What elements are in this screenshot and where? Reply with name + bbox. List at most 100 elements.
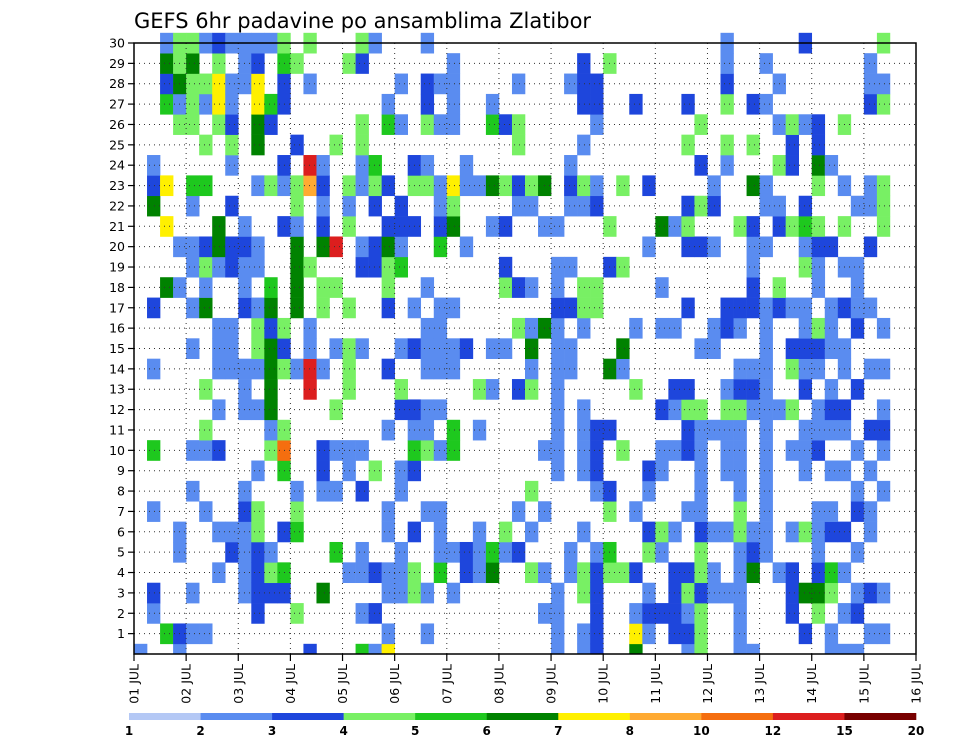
- heatmap-cell: [199, 623, 213, 645]
- heatmap-cell: [590, 175, 604, 197]
- heatmap-cell: [225, 256, 239, 278]
- heatmap-cell: [511, 541, 526, 563]
- heatmap-cell: [720, 460, 734, 482]
- heatmap-cell: [720, 521, 734, 543]
- heatmap-cell: [746, 93, 760, 115]
- heatmap-cell: [759, 521, 773, 543]
- heatmap-cell: [733, 603, 747, 624]
- heatmap-cell: [590, 195, 604, 217]
- heatmap-cell: [850, 582, 865, 604]
- heatmap-cell: [863, 460, 878, 482]
- heatmap-cell: [525, 338, 539, 359]
- heatmap-cell: [746, 256, 760, 278]
- heatmap-cell: [876, 480, 891, 502]
- heatmap-cell: [420, 501, 435, 522]
- heatmap-cell: [381, 297, 395, 319]
- heatmap-cell: [394, 379, 408, 400]
- heatmap-cell: [824, 643, 839, 655]
- heatmap-cell: [212, 358, 226, 380]
- heatmap-cell: [199, 236, 213, 258]
- heatmap-cell: [681, 134, 695, 156]
- y-axis: 1234567891011121314151617181920212223242…: [109, 36, 134, 641]
- heatmap-cell: [577, 643, 591, 655]
- heatmap-cell: [511, 114, 526, 135]
- x-tick-label: 11 JUL: [648, 664, 663, 704]
- heatmap-cell: [251, 256, 265, 278]
- heatmap-cell: [264, 297, 278, 319]
- heatmap-cell: [199, 277, 213, 298]
- heatmap-cell: [355, 643, 369, 655]
- heatmap-cell: [134, 643, 148, 655]
- heatmap-cell: [811, 338, 826, 359]
- heatmap-cell: [212, 440, 226, 461]
- heatmap-cell: [733, 623, 747, 645]
- colorbar-label: 3: [268, 724, 276, 738]
- heatmap-cell: [746, 277, 760, 298]
- heatmap-cell: [668, 562, 682, 584]
- heatmap-cell: [355, 236, 369, 258]
- y-tick-label: 14: [109, 361, 125, 376]
- heatmap-cell: [446, 541, 461, 563]
- x-tick-label: 08 JUL: [491, 664, 506, 704]
- heatmap-cell: [433, 175, 448, 197]
- heatmap-cell: [147, 358, 161, 380]
- heatmap-cell: [290, 134, 304, 156]
- heatmap-cell: [147, 195, 161, 217]
- heatmap-cell: [759, 480, 773, 502]
- heatmap-cell: [551, 419, 565, 441]
- heatmap-cell: [251, 460, 265, 482]
- heatmap-cell: [525, 358, 539, 380]
- heatmap-cell: [498, 521, 513, 543]
- heatmap-cell: [824, 419, 839, 441]
- colorbar-label: 10: [693, 724, 710, 738]
- heatmap-cell: [264, 358, 278, 380]
- heatmap-cell: [186, 582, 200, 604]
- heatmap-cell: [446, 216, 461, 237]
- heatmap-cell: [355, 114, 369, 135]
- heatmap-cell: [577, 460, 591, 482]
- heatmap-cell: [381, 623, 395, 645]
- heatmap-cell: [642, 623, 656, 645]
- heatmap-cell: [655, 317, 669, 339]
- heatmap-cell: [381, 256, 395, 278]
- heatmap-cell: [655, 277, 669, 298]
- heatmap-cell: [368, 460, 382, 482]
- heatmap-cell: [616, 562, 630, 584]
- heatmap-cell: [381, 419, 395, 441]
- heatmap-cell: [811, 358, 826, 380]
- heatmap-cell: [525, 562, 539, 584]
- y-tick-label: 12: [109, 402, 125, 417]
- heatmap-cell: [290, 501, 304, 522]
- heatmap-cell: [303, 175, 317, 197]
- heatmap-cell: [551, 643, 565, 655]
- dotted-grid: [134, 43, 916, 654]
- heatmap-cell: [433, 541, 448, 563]
- heatmap-cell: [733, 358, 747, 380]
- heatmap-cell: [212, 73, 226, 95]
- heatmap-cell: [616, 175, 630, 197]
- heatmap-cell: [850, 195, 865, 217]
- heatmap-cell: [551, 338, 565, 359]
- heatmap-cell: [720, 399, 734, 421]
- heatmap-cell: [564, 297, 578, 319]
- heatmap-cell: [850, 440, 865, 461]
- heatmap-cell: [394, 236, 408, 258]
- heatmap-cell: [681, 216, 695, 237]
- heatmap-cell: [225, 541, 239, 563]
- heatmap-cell: [590, 582, 604, 604]
- heatmap-cell: [368, 155, 382, 176]
- heatmap-cell: [811, 256, 826, 278]
- heatmap-cell: [420, 73, 435, 95]
- heatmap-cell: [251, 582, 265, 604]
- heatmap-cell: [251, 521, 265, 543]
- heatmap-cell: [420, 317, 435, 339]
- heatmap-cell: [694, 399, 708, 421]
- heatmap-cell: [433, 562, 448, 584]
- heatmap-cell: [147, 297, 161, 319]
- heatmap-cell: [863, 623, 878, 645]
- heatmap-cell: [420, 175, 435, 197]
- heatmap-cell: [446, 175, 461, 197]
- heatmap-cell: [590, 93, 604, 115]
- heatmap-cell: [850, 277, 865, 298]
